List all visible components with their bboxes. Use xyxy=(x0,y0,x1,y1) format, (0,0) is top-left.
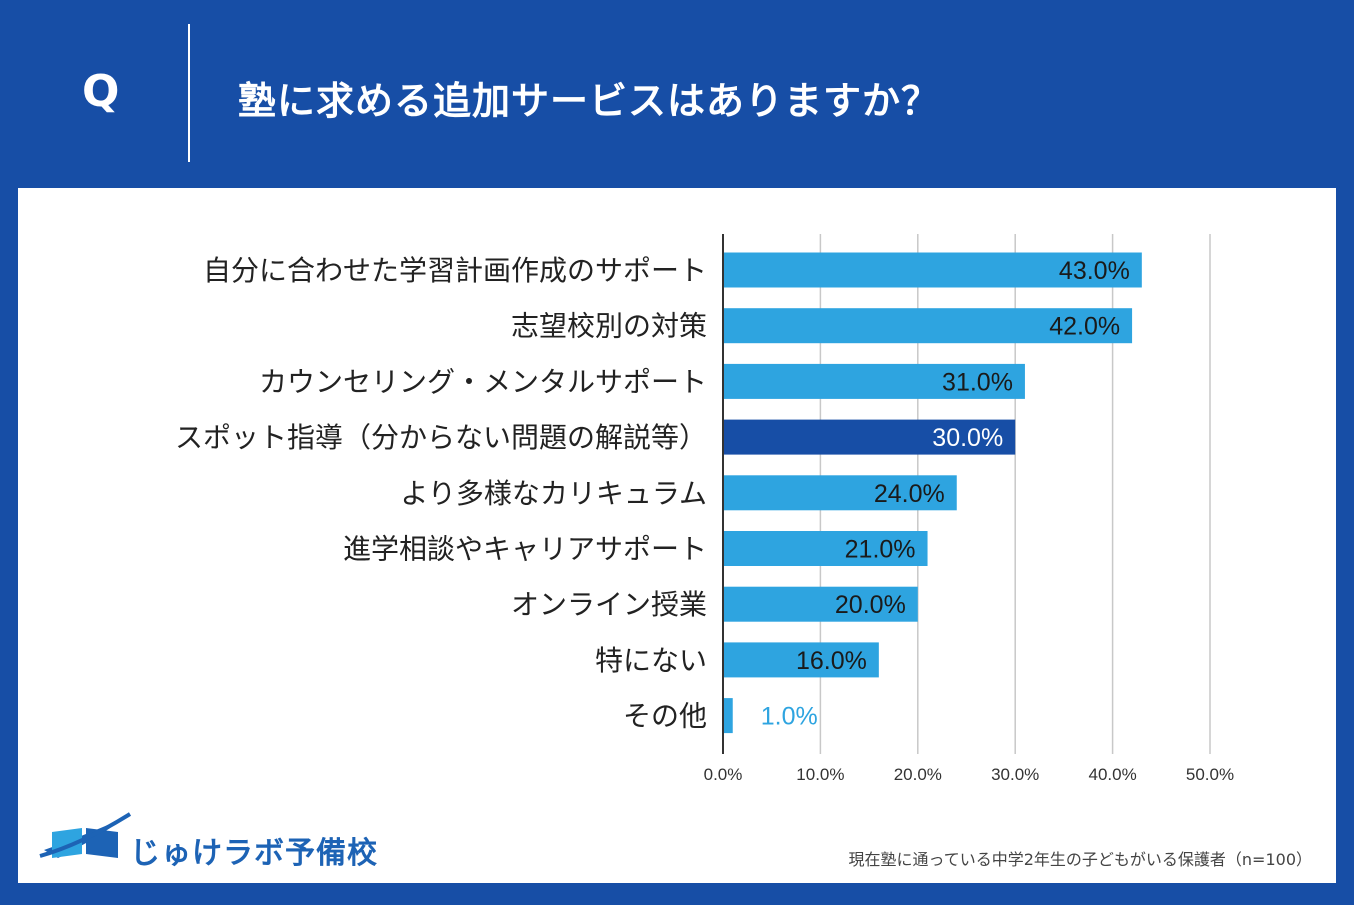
category-label: その他 xyxy=(623,700,707,733)
header-divider xyxy=(188,24,190,162)
x-tick-label: 10.0% xyxy=(796,765,844,784)
logo-icon xyxy=(39,812,132,858)
data-label: 16.0% xyxy=(796,647,867,675)
bar xyxy=(723,475,957,511)
chart-panel: 0.0% 10.0% 20.0% 30.0% 40.0% 50.0% 自分に合わせた学習計画… xyxy=(18,188,1336,883)
logo-text: じゅけラボ予備校 xyxy=(130,836,378,871)
data-label: 20.0% xyxy=(835,591,906,619)
bar xyxy=(723,308,1133,344)
x-tick-label: 20.0% xyxy=(894,765,942,784)
question-title: 塾に求める追加サービスはありますか？ xyxy=(238,79,941,123)
category-label: 志望校別の対策 xyxy=(511,310,707,343)
x-tick-label: 50.0% xyxy=(1186,765,1234,784)
data-label: 30.0% xyxy=(932,424,1003,452)
q-label: Q xyxy=(82,66,120,117)
x-tick-label: 0.0% xyxy=(704,765,743,784)
data-label: 31.0% xyxy=(942,368,1013,396)
category-label: オンライン授業 xyxy=(511,588,707,621)
bar xyxy=(723,419,1016,455)
x-tick-label: 30.0% xyxy=(991,765,1039,784)
bar xyxy=(723,531,928,566)
category-label: 進学相談やキャリアサポート xyxy=(343,533,707,566)
bar xyxy=(723,642,879,678)
data-label: 43.0% xyxy=(1059,257,1130,285)
category-label: カウンセリング・メンタルサポート xyxy=(259,365,707,398)
header: Q 塾に求める追加サービスはありますか？ xyxy=(0,0,1354,188)
data-label: 21.0% xyxy=(845,536,916,564)
sample-note: 現在塾に通っている中学2年生の子どもがいる保護者（n=100） xyxy=(848,850,1312,869)
category-label: より多様なカリキュラム xyxy=(400,477,707,510)
category-label: 特にない xyxy=(595,644,707,677)
bar xyxy=(723,586,918,622)
data-label: 42.0% xyxy=(1049,313,1120,341)
category-label: 自分に合わせた学習計画作成のサポート xyxy=(203,254,707,287)
x-tick-label: 40.0% xyxy=(1088,765,1136,784)
bar xyxy=(723,252,1142,288)
data-label: 24.0% xyxy=(874,480,945,508)
bar xyxy=(723,363,1025,399)
data-label: 1.0% xyxy=(761,703,818,731)
bar xyxy=(723,698,733,734)
bar-chart: 0.0% 10.0% 20.0% 30.0% 40.0% 50.0% 自分に合わせた学習計画… xyxy=(175,234,1234,784)
category-label: スポット指導（分からない問題の解説等） xyxy=(175,421,707,454)
